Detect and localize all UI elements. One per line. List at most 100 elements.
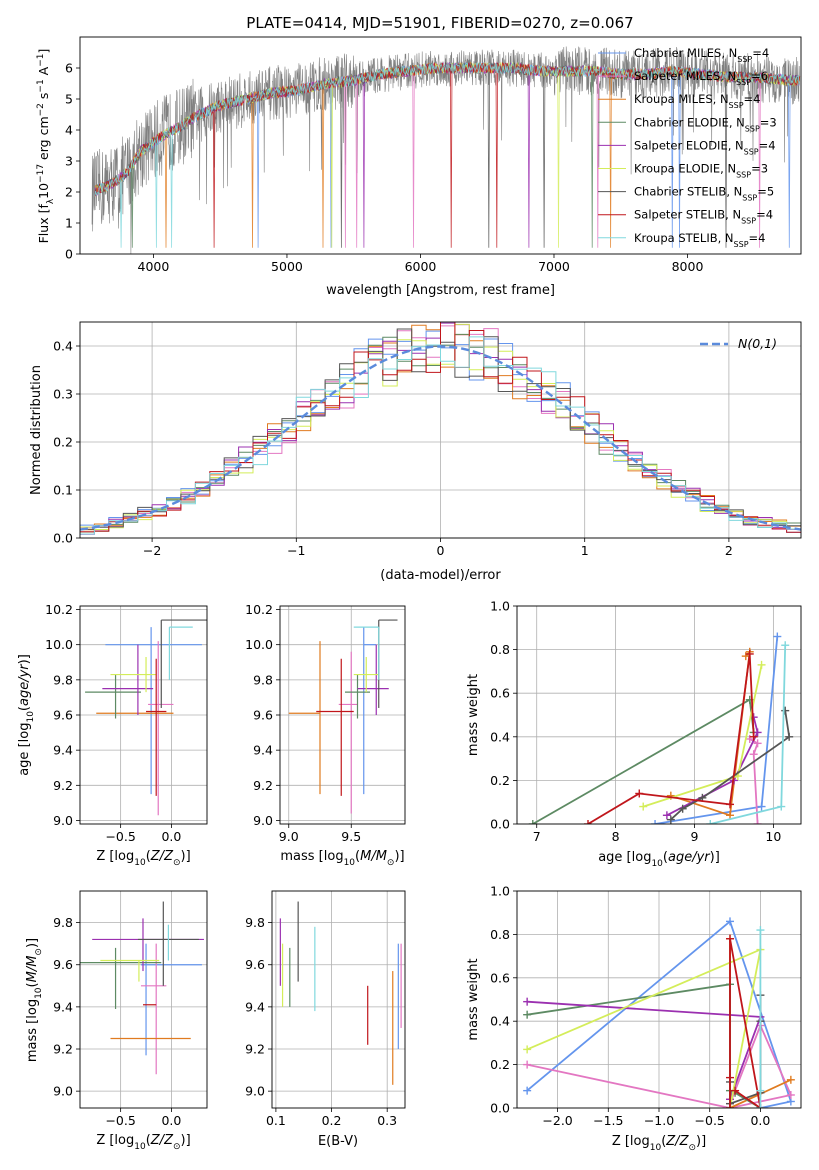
label-part: )] [710,850,720,865]
weight-marker-7 [678,804,687,813]
plot-area-weight-age [528,632,794,824]
weight-marker-2 [523,1060,532,1069]
legend-entry-9: Kroupa STELIB, NSSP=4 [634,231,765,249]
weight-marker-1 [726,917,734,926]
weight-marker-3 [726,811,734,820]
label-part: )] [25,938,40,948]
y-tick-label: 1.0 [490,884,510,899]
x-tick-label: 0.0 [161,1113,181,1128]
legend-count: =4 [756,208,773,222]
label-part: ( [146,1133,151,1148]
y-tick-label: 6 [65,61,73,76]
label-part: ( [663,850,668,865]
weight-marker-6 [757,660,766,669]
x-tick-label: 0.3 [377,1113,397,1128]
xlabel-mass-ebv: E(B-V) [318,1134,358,1149]
y-tick-label: 0.1 [53,483,73,498]
weight-marker-7 [781,706,790,715]
y-tick-label: 9.4 [53,999,73,1014]
ylabel-weight-age: mass weight [466,674,481,756]
label-part: 10 [134,858,146,868]
label-part: ( [17,706,32,711]
label-part: Z [log [96,1133,134,1148]
weight-marker-5 [662,811,671,820]
x-tick-label: 0.0 [750,1113,770,1128]
legend-count: =3 [760,115,777,129]
observed-spectrum-line [91,46,800,254]
y-tick-label: 9.4 [245,999,265,1014]
weight-marker-9 [756,926,765,935]
legend-name: Kroupa STELIB, N [634,231,734,245]
ylabel-mass-z: mass [log10(M/M⊙)] [25,938,44,1062]
weight-marker-8 [726,1104,734,1108]
axes-age-z: −0.5 0.09.09.29.49.69.810.010.2Z [log10(Z… [17,602,208,868]
x-tick-label: 8 [612,829,620,844]
label-part: age [log [598,850,651,865]
y-tick-label: 9.4 [253,743,273,758]
x-tick-label: 5000 [271,259,303,274]
x-tick-label: 4000 [138,259,170,274]
weight-marker-1 [757,802,766,811]
y-tick-label: 0.2 [490,773,510,788]
axes-mass-ebv: 0.1 0.2 0.3 9.0 9.2 9.4 9.6 9.8 [245,890,406,1128]
x-tick-label: 0.2 [322,1113,342,1128]
plot-area-age-mass [288,619,398,814]
legend-entry-1: Chabrier MILES, NSSP=4 [634,46,769,64]
x-tick-label: −1 [287,543,305,558]
y-tick-label: 9.0 [53,813,73,828]
axes-frame [79,36,802,255]
label-part: A [36,66,51,79]
y-tick-label: 10.2 [245,602,273,617]
label-part: Flux [f [36,204,51,244]
y-tick-label: 0.0 [490,1101,510,1116]
legend-sub: SSP [734,239,749,248]
xlabel-age-z: Z [log10(Z/Z⊙)] [96,849,190,868]
y-tick-label: 0.2 [53,435,73,450]
label-part: 10 [134,1142,146,1152]
plot-area-weight-z [523,917,795,1108]
plot-area-mass-z [80,901,204,1075]
label-part: 10 [650,1143,662,1153]
weight-marker-2 [749,750,758,759]
y-tick-label: 9.4 [53,743,73,758]
axes-frame [271,890,406,1109]
y-tick-label: 10.0 [45,637,73,652]
weight-marker-8 [749,732,758,741]
weight-marker-1 [523,1086,532,1095]
label-part: M/M [25,956,40,983]
weight-marker-5 [753,728,762,737]
legend-name: Salpeter MILES, N [634,69,736,83]
y-tick-label: 9.8 [245,915,265,930]
label-part: 10 [26,711,36,723]
label-part: 10 [344,858,356,868]
weight-marker-1 [773,632,782,641]
legend-name: Kroupa ELODIE, N [634,162,736,176]
legend-sub: SSP [744,147,759,156]
legend-entry-8: Salpeter STELIB, NSSP=4 [634,208,773,226]
weight-marker-8 [726,800,734,809]
y-tick-label: 0.4 [490,1014,510,1029]
legend-entry-4: Chabrier ELODIE, NSSP=3 [634,115,777,133]
gaussian-legend-label: N(0,1) [738,336,777,351]
label-part: Z/Z [150,849,174,864]
y-tick-label: 10.0 [245,637,273,652]
xlabel-mass-z: Z [log10(Z/Z⊙)] [96,1133,190,1152]
y-tick-label: 0.6 [490,686,510,701]
y-tick-label: 9.6 [245,957,265,972]
spectrum-ylabel: Flux [fλ10−17 erg cm−2 s−1 A−1] [36,49,56,244]
axes-age-mass: 9.0 9.5 9.0 9.2 9.4 9.6 9.8 10.0 10.2 mass [log10… [245,602,406,868]
legend-sub: SSP [741,216,756,225]
label-part: ( [355,849,360,864]
label-part: )] [17,654,32,664]
legend-name: Salpeter STELIB, N [634,208,741,222]
label-part: ( [146,849,151,864]
label-part: mass [log [280,849,343,864]
label-part: age [log [17,723,32,776]
ylabel-text-age-z: age [log10(age/yr)] [17,654,36,776]
y-tick-label: 1.0 [490,599,510,614]
legend-name: Chabrier STELIB, N [634,185,742,199]
x-tick-label: 9.0 [279,829,299,844]
y-tick-label: 9.8 [253,672,273,687]
y-tick-label: 9.2 [53,1042,73,1057]
